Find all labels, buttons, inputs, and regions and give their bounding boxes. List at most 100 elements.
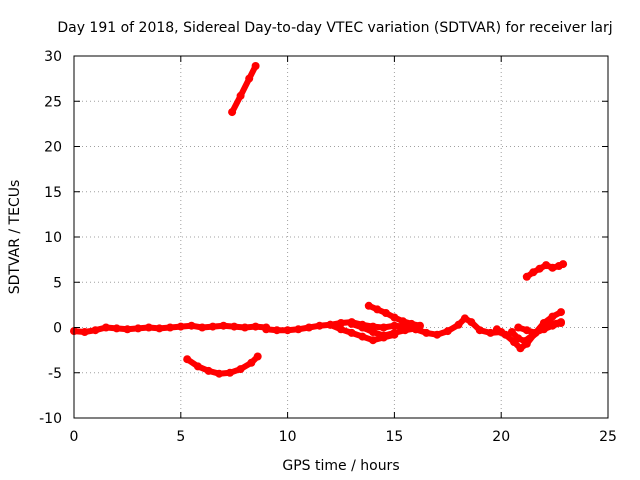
data-point xyxy=(486,328,495,337)
series-layer xyxy=(70,62,568,378)
data-point xyxy=(548,263,557,272)
data-point xyxy=(183,355,192,364)
data-point xyxy=(390,328,399,337)
data-point xyxy=(144,323,153,332)
y-tick-labels: -10 -5 0 5 10 15 20 25 30 xyxy=(39,49,62,427)
data-point xyxy=(416,321,424,330)
data-point xyxy=(337,319,345,327)
y-tick-label: -5 xyxy=(48,366,62,382)
data-point xyxy=(401,326,410,335)
y-tick-label: 25 xyxy=(44,94,62,110)
data-point xyxy=(539,325,548,334)
data-point xyxy=(305,323,313,332)
y-tick-label: 15 xyxy=(44,185,62,201)
data-point xyxy=(112,324,121,333)
data-point xyxy=(369,328,377,336)
data-point xyxy=(347,319,356,328)
data-point xyxy=(381,309,390,317)
data-point xyxy=(272,326,281,335)
data-point xyxy=(529,268,538,277)
data-point xyxy=(283,326,292,335)
data-point xyxy=(215,369,224,378)
y-tick-label: 30 xyxy=(44,49,62,65)
data-point xyxy=(155,324,164,333)
data-point xyxy=(364,301,373,310)
data-point xyxy=(294,325,303,334)
y-axis-label: SDTVAR / TECUs xyxy=(7,180,23,295)
data-point xyxy=(422,328,431,337)
x-tick-label: 10 xyxy=(279,429,297,445)
data-point xyxy=(501,330,510,339)
data-point xyxy=(358,332,367,341)
data-point xyxy=(531,328,540,337)
data-point xyxy=(514,323,523,332)
data-point xyxy=(475,326,484,335)
data-point xyxy=(460,314,469,323)
data-point xyxy=(91,326,100,335)
data-point xyxy=(548,312,557,321)
data-point xyxy=(454,320,463,329)
x-tick-label: 5 xyxy=(176,429,185,445)
data-point xyxy=(347,328,356,337)
data-point xyxy=(326,320,335,329)
y-tick-label: 10 xyxy=(44,230,62,246)
series-arc-main-3 xyxy=(412,315,505,338)
data-point xyxy=(204,366,213,375)
data-point xyxy=(102,323,110,332)
data-point xyxy=(337,325,345,334)
x-tick-labels: 0 5 10 15 20 25 xyxy=(70,429,617,445)
data-point xyxy=(433,330,442,339)
data-point xyxy=(535,264,544,273)
x-axis-label: GPS time / hours xyxy=(282,458,399,474)
x-tick-label: 25 xyxy=(599,429,617,445)
data-point xyxy=(80,328,89,336)
data-point xyxy=(548,321,557,330)
grid xyxy=(74,56,608,418)
data-point xyxy=(134,324,143,333)
data-point xyxy=(228,108,237,117)
data-point xyxy=(187,321,196,330)
data-point xyxy=(390,321,399,330)
data-point xyxy=(369,336,377,345)
data-point xyxy=(219,321,228,330)
data-point xyxy=(522,272,531,281)
data-point xyxy=(245,74,254,83)
data-point xyxy=(522,326,531,335)
data-point xyxy=(193,362,202,371)
data-point xyxy=(198,323,207,332)
y-tick-label: 0 xyxy=(53,321,62,337)
data-point xyxy=(251,62,260,70)
data-point xyxy=(230,322,239,331)
data-point xyxy=(176,322,185,331)
data-point xyxy=(398,317,407,326)
data-point xyxy=(443,327,452,336)
data-point xyxy=(240,323,249,332)
data-point xyxy=(557,308,565,317)
data-point xyxy=(166,323,175,332)
data-point xyxy=(514,334,523,343)
y-tick-label: 5 xyxy=(53,275,62,291)
y-tick-label: -10 xyxy=(39,411,62,427)
data-point xyxy=(407,319,416,328)
data-point xyxy=(262,325,271,334)
data-point xyxy=(557,319,565,327)
data-point xyxy=(507,328,516,336)
data-point xyxy=(247,358,256,367)
data-point xyxy=(373,305,382,314)
data-point xyxy=(251,322,260,331)
data-point xyxy=(379,323,388,332)
data-point xyxy=(542,261,551,270)
y-tick-label: 20 xyxy=(44,140,62,156)
data-point xyxy=(379,331,388,340)
data-point xyxy=(492,325,501,334)
x-tick-label: 0 xyxy=(70,429,79,445)
data-point xyxy=(358,323,367,332)
data-point xyxy=(559,260,568,269)
series-arc-high xyxy=(229,63,259,116)
x-tick-label: 20 xyxy=(492,429,510,445)
data-point xyxy=(208,322,217,331)
data-point xyxy=(520,337,529,346)
ticks xyxy=(73,55,609,419)
data-point xyxy=(236,365,245,374)
